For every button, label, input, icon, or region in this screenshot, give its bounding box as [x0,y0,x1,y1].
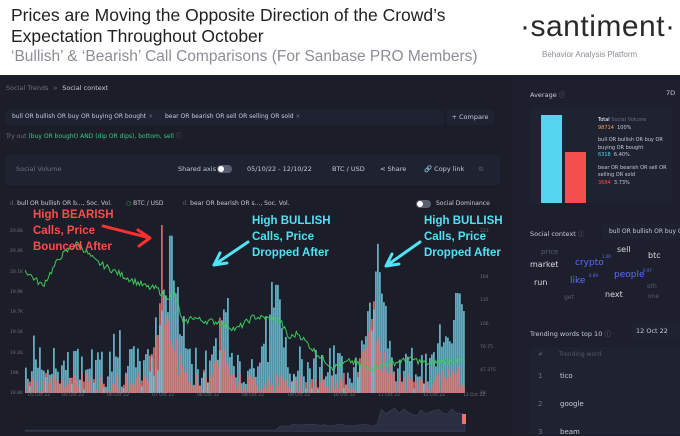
period-selector[interactable]: 7D [666,89,675,97]
trending-date-picker[interactable]: 12 Oct 22 [632,323,680,339]
word-cloud-item[interactable]: people [614,270,645,280]
word-cloud-item[interactable]: one [648,293,659,300]
average-stats: Total Social Volume 98714 100% bull OR b… [598,117,668,187]
word-cloud-item[interactable]: eth [647,283,657,290]
word-cloud-item[interactable]: btc [648,251,661,260]
word-cloud-item[interactable]: next [605,290,623,299]
social-context-label: Social context ⓘ [530,228,584,238]
trending-rank: 1 [538,372,542,380]
trending-title: Trending words top 10 ⓘ [530,328,611,338]
word-cloud-item[interactable]: 0.97 [643,268,652,273]
col-number: # [538,351,543,358]
trending-rank: 2 [538,400,542,408]
average-label: Average ⓘ [530,89,565,99]
arrow-cyan-2 [386,242,420,266]
word-cloud-item[interactable]: 0.89 [589,273,598,278]
word-cloud-item[interactable]: like [570,276,585,286]
trending-word[interactable]: tico [560,372,573,380]
trending-word[interactable]: google [560,400,584,408]
word-cloud-item[interactable]: 1.00 [602,254,611,259]
trending-table [530,347,680,435]
word-cloud-item[interactable]: sell [617,245,631,254]
word-cloud-item[interactable]: crypto [575,258,604,268]
bar-bear-share [565,152,586,203]
context-query-select[interactable]: bull OR bullish OR buy O [603,224,680,239]
word-cloud-item[interactable]: get [564,294,574,301]
col-trending-word: Trending word [559,351,601,358]
arrow-cyan-1 [214,242,248,265]
word-cloud-item[interactable]: run [534,278,547,287]
word-cloud-item[interactable]: market [530,260,558,269]
arrow-red [103,226,150,246]
word-cloud-item[interactable]: price [541,248,558,256]
bar-bull-share [541,115,562,203]
